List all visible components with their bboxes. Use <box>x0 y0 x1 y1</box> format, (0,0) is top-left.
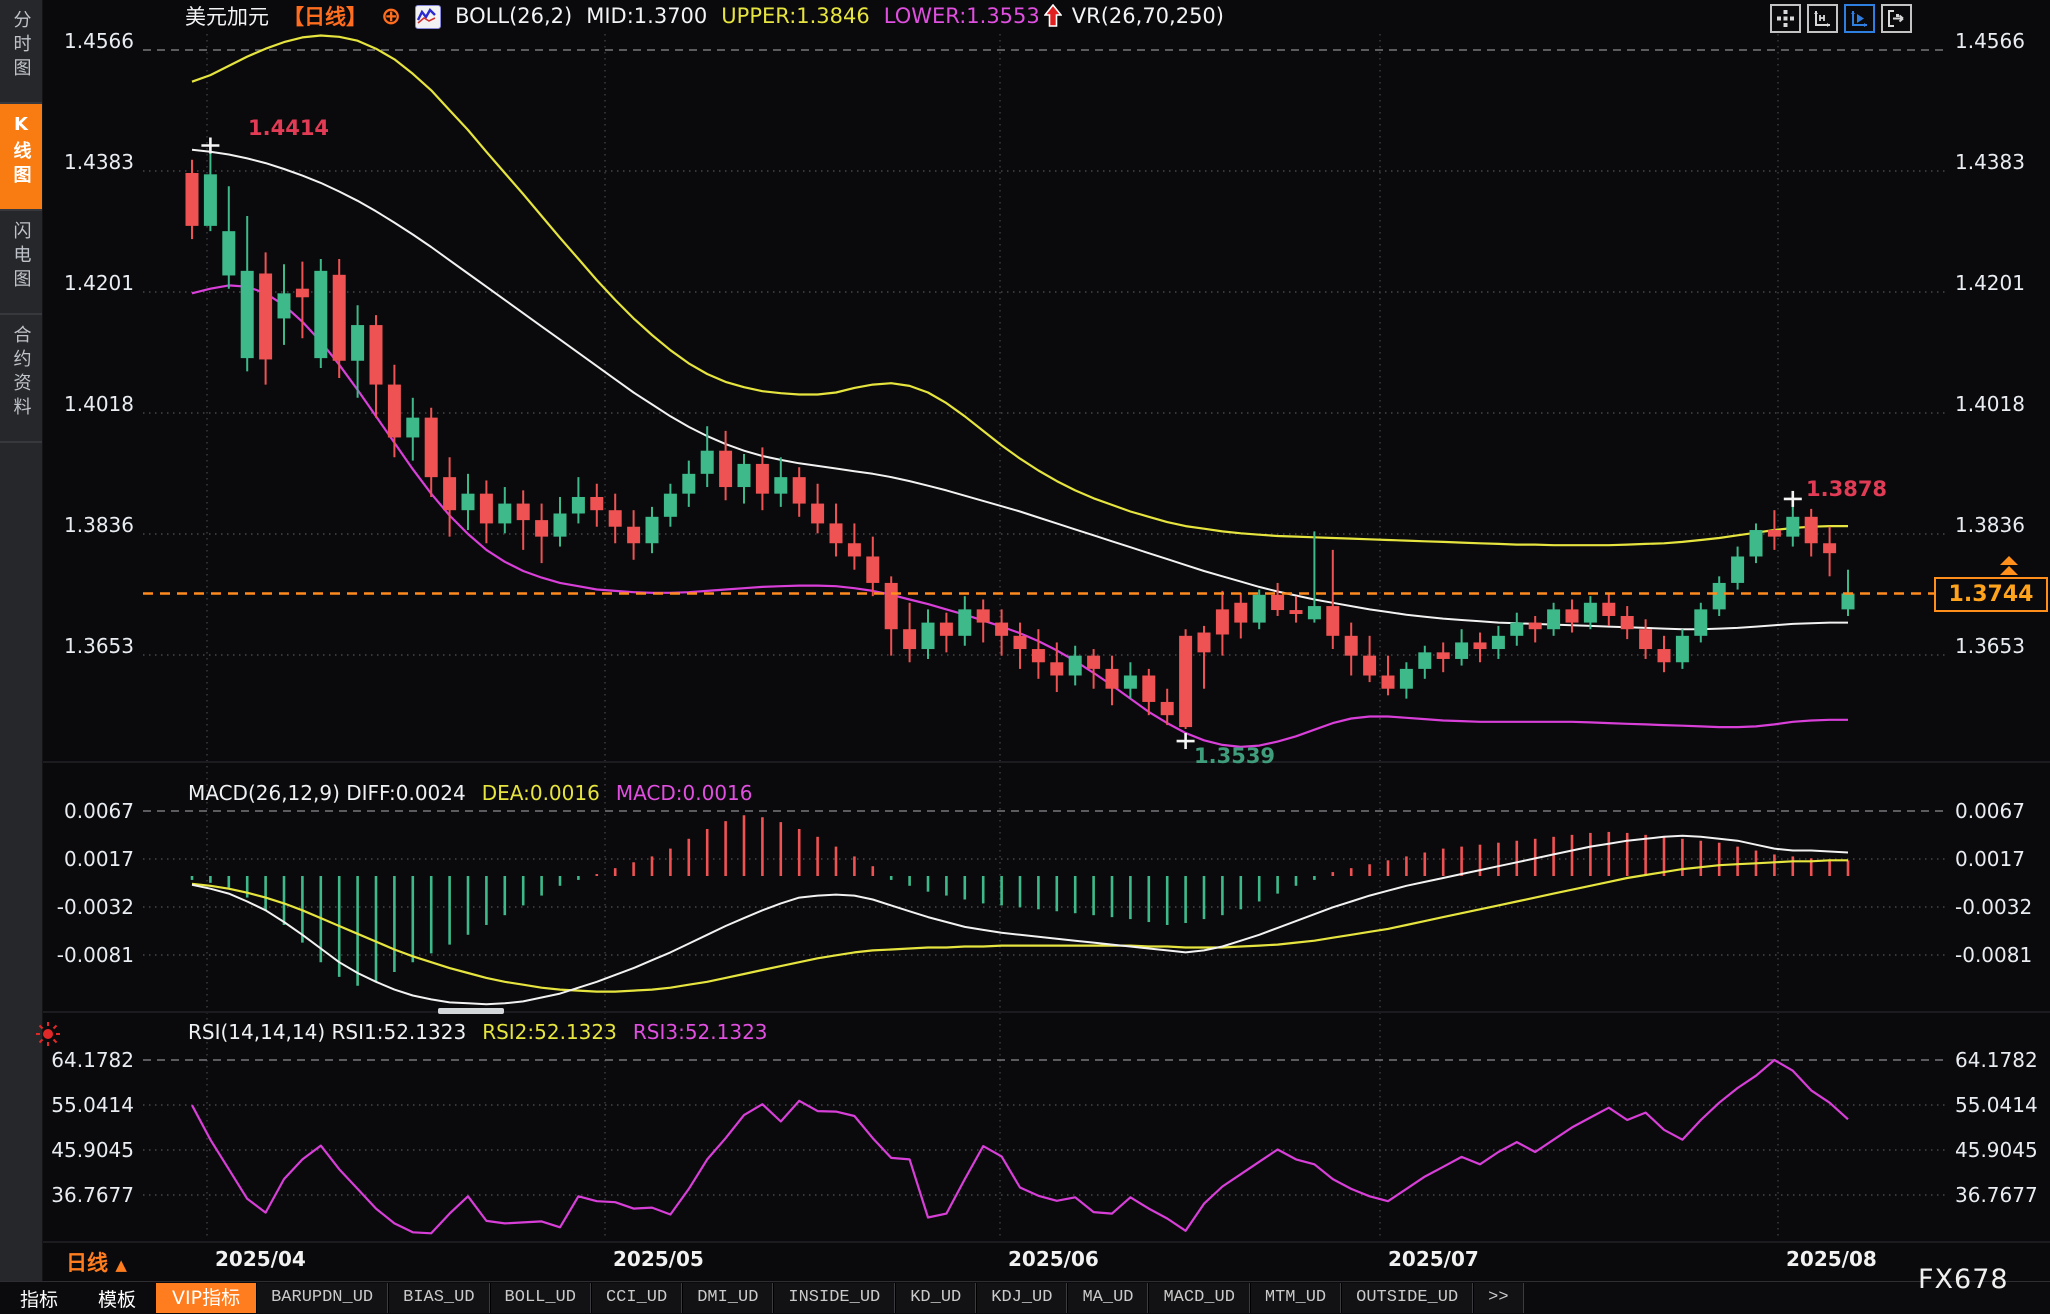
time-axis-label: 2025/06 <box>1008 1247 1099 1271</box>
chart-header: 美元加元 【日线】 ⊕ BOLL(26,2) MID:1.3700 UPPER:… <box>185 2 1238 30</box>
axis-tick-right: 0.0017 <box>1955 847 2025 871</box>
tab-barupdn-ud[interactable]: BARUPDN_UD <box>256 1283 389 1313</box>
tab-vip指标[interactable]: VIP指标 <box>156 1283 257 1313</box>
axis-tick-right: 1.4383 <box>1955 150 2025 174</box>
axis-tick-left: 55.0414 <box>51 1093 134 1117</box>
dropdown-arrow-icon: ▲ <box>115 1256 127 1274</box>
time-axis-label: 2025/04 <box>215 1247 306 1271</box>
axis-tick-left: 45.9045 <box>51 1138 134 1162</box>
axis-tick-left: 1.4201 <box>64 271 134 295</box>
up-arrow-icon <box>1043 3 1063 29</box>
boll-upper-value: UPPER:1.3846 <box>721 4 870 28</box>
axis-tick-right: 64.1782 <box>1955 1048 2038 1072</box>
axis-tick-left: 0.0017 <box>64 847 134 871</box>
tab-bias-ud[interactable]: BIAS_UD <box>388 1283 490 1313</box>
axis-tick-left: -0.0081 <box>56 943 134 967</box>
tab-ma-ud[interactable]: MA_UD <box>1067 1283 1149 1313</box>
axis-tick-left: 1.4383 <box>64 150 134 174</box>
sidebar-item-view[interactable]: 合约资料 <box>0 315 42 443</box>
tab-outside-ud[interactable]: OUTSIDE_UD <box>1341 1283 1474 1313</box>
axis-tick-right: 1.4201 <box>1955 271 2025 295</box>
tab-模板[interactable]: 模板 <box>98 1288 137 1311</box>
axis-tick-left: 64.1782 <box>51 1048 134 1072</box>
axis-tick-right: 1.3836 <box>1955 513 2025 537</box>
rsi-header: RSI(14,14,14) RSI1:52.1323 RSI2:52.1323 … <box>188 1020 784 1044</box>
boll-mid-value: MID:1.3700 <box>586 4 708 28</box>
time-axis-label: 2025/07 <box>1388 1247 1479 1271</box>
indicator-tabbar: 指标 模板 VIP指标 BARUPDN_UD BIAS_UD BOLL_UD CCI_UD D… <box>0 1281 2050 1314</box>
axis-tick-left: 1.3836 <box>64 513 134 537</box>
rsi2-value: RSI2:52.1323 <box>482 1020 617 1044</box>
axis-range-icon[interactable] <box>1807 4 1838 33</box>
sidebar-item-kline-active[interactable]: K线图 <box>0 104 42 211</box>
macd-value: MACD:0.0016 <box>615 781 753 805</box>
symbol-name: 美元加元 <box>185 5 269 29</box>
time-axis-label: 2025/08 <box>1786 1247 1877 1271</box>
axis-tick-right: 1.4566 <box>1955 29 2025 53</box>
indicator-name[interactable]: BOLL(26,2) <box>455 4 573 28</box>
tab-mtm-ud[interactable]: MTM_UD <box>1249 1283 1342 1313</box>
chart-type-icon[interactable] <box>415 5 442 29</box>
rsi-title[interactable]: RSI(14,14,14) RSI1:52.1323 <box>188 1020 467 1044</box>
axis-tick-right: 55.0414 <box>1955 1093 2038 1117</box>
axis-tick-left: 0.0067 <box>64 799 134 823</box>
tab-macd-ud[interactable]: MACD_UD <box>1148 1283 1250 1313</box>
tab-kdj-ud[interactable]: KDJ_UD <box>976 1283 1068 1313</box>
axis-tick-right: 45.9045 <box>1955 1138 2038 1162</box>
axis-tick-left: 36.7677 <box>51 1183 134 1207</box>
tab-kd-ud[interactable]: KD_UD <box>895 1283 977 1313</box>
price-up-arrow-icon <box>2000 566 2018 575</box>
vr-indicator-label[interactable]: VR(26,70,250) <box>1071 4 1224 28</box>
period-selector[interactable]: 日线 ▲ <box>66 1251 127 1275</box>
sidebar: 分时图 K线图 闪电图 合约资料 <box>0 0 43 1282</box>
tab-boll-ud[interactable]: BOLL_UD <box>489 1283 591 1313</box>
rsi3-value: RSI3:52.1323 <box>632 1020 768 1044</box>
alert-blink-icon[interactable] <box>34 1020 62 1052</box>
macd-header: MACD(26,12,9) DIFF:0.0024 DEA:0.0016 MAC… <box>188 781 769 805</box>
time-axis-label: 2025/05 <box>613 1247 704 1271</box>
axis-tick-right: 36.7677 <box>1955 1183 2038 1207</box>
tab--[interactable]: >> <box>1473 1283 1524 1313</box>
macd-dea-value: DEA:0.0016 <box>481 781 600 805</box>
axis-tick-left: 1.4566 <box>64 29 134 53</box>
move-grid-icon[interactable] <box>1770 4 1801 33</box>
tab-inside-ud[interactable]: INSIDE_UD <box>773 1283 896 1313</box>
crosshair-icon[interactable]: ⊕ <box>381 2 402 30</box>
axis-tick-left: 1.4018 <box>64 392 134 416</box>
high-marker2-label: 1.3878 <box>1806 477 1888 501</box>
axis-play-icon[interactable] <box>1844 4 1875 33</box>
sidebar-item-view[interactable]: 闪电图 <box>0 211 42 315</box>
axis-tick-right: -0.0081 <box>1955 943 2033 967</box>
sidebar-item-view[interactable]: 分时图 <box>0 0 42 104</box>
tab-cci-ud[interactable]: CCI_UD <box>590 1283 683 1313</box>
toolbar <box>1770 4 1912 33</box>
watermark: FX678 <box>1918 1264 2009 1295</box>
axis-tick-left: -0.0032 <box>56 895 134 919</box>
axis-tick-right: 1.3653 <box>1955 634 2025 658</box>
tab-指标[interactable]: 指标 <box>20 1288 59 1311</box>
axis-tick-left: 1.3653 <box>64 634 134 658</box>
tab-dmi-ud[interactable]: DMI_UD <box>682 1283 774 1313</box>
axis-tick-right: -0.0032 <box>1955 895 2033 919</box>
price-up-arrow-icon <box>2000 556 2018 565</box>
axis-tick-right: 0.0067 <box>1955 799 2025 823</box>
last-price-tag[interactable]: 1.3744 <box>1934 577 2048 612</box>
axis-tick-right: 1.4018 <box>1955 392 2025 416</box>
boll-lower-value: LOWER:1.3553 <box>883 4 1040 28</box>
screen-switch-icon[interactable] <box>1881 4 1912 33</box>
pane-resize-handle[interactable] <box>438 1008 504 1014</box>
low-marker-label: 1.3539 <box>1194 744 1276 768</box>
period-tag[interactable]: 【日线】 <box>283 5 367 29</box>
chart-canvas[interactable] <box>0 0 2050 1284</box>
high-marker-label: 1.4414 <box>248 116 330 140</box>
macd-title[interactable]: MACD(26,12,9) DIFF:0.0024 <box>188 781 466 805</box>
